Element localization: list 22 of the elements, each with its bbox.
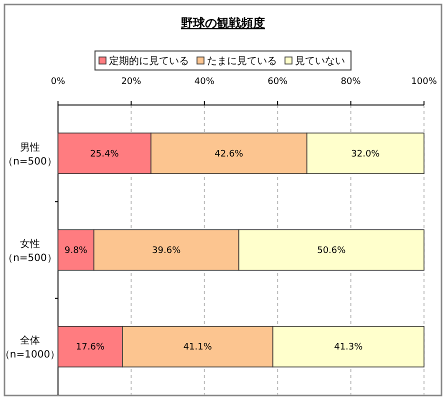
data-label: 9.8% [64,246,88,256]
legend-label: たまに見ている [207,56,277,67]
legend-label: 見ていない [295,56,345,67]
chart-title: 野球の観戦頻度 [181,16,265,30]
data-label: 50.6% [317,246,346,256]
y-tick-label: 女性（n=500） [3,238,57,264]
legend-label: 定期的に見ている [109,55,189,67]
data-label: 42.6% [214,149,244,160]
data-label: 41.1% [183,342,212,353]
data-label: 25.4% [90,149,120,160]
x-tick-label: 0% [50,77,66,87]
x-tick-label: 60% [268,77,288,87]
data-label: 39.6% [152,246,182,256]
data-label: 32.0% [351,149,380,160]
data-label: 41.3% [334,342,364,353]
data-label: 17.6% [76,342,105,353]
y-tick-label: 男性（n=500） [3,141,57,168]
x-tick-label: 80% [340,77,362,87]
x-tick-label: 100% [411,77,438,87]
x-tick-label: 40% [194,77,215,87]
x-tick-label: 20% [121,77,142,87]
y-tick-label: 全体（n=1000） [0,334,60,361]
